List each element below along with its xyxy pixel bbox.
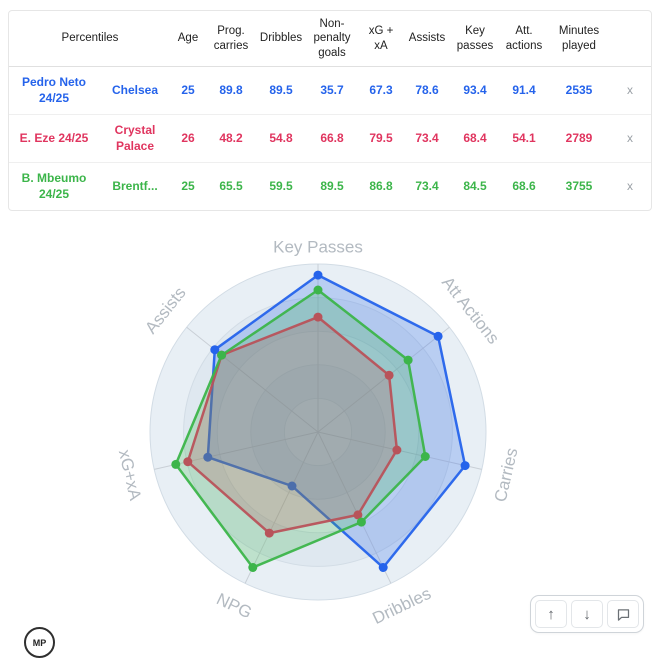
- player-comparison-table: Percentiles Age Prog. carries Dribbles N…: [8, 10, 652, 212]
- radar-series-b-mbeumo-24-25: [174, 288, 427, 569]
- radar-point-pedro-neto-24-25: [210, 345, 220, 355]
- radar-point-e-eze-24-25: [392, 445, 402, 455]
- stat-dribbles: 89.5: [269, 82, 293, 97]
- column-header-remove: [609, 33, 651, 45]
- stat-xg-xa: 86.8: [369, 178, 393, 193]
- radar-series-e-eze-24-25: [186, 315, 399, 535]
- radar-axis-label-key-passes: Key Passes: [273, 237, 363, 256]
- radar-axis-label-carries: Carries: [491, 446, 522, 504]
- radar-point-b-mbeumo-24-25: [356, 517, 366, 527]
- radar-spoke: [154, 431, 319, 470]
- arrow-down-icon: ↓: [583, 605, 591, 623]
- stat-prog-carries: 89.8: [219, 82, 243, 97]
- column-header-age: Age: [177, 32, 199, 45]
- radar-spoke: [317, 431, 392, 584]
- team-name[interactable]: Crystal Palace: [114, 123, 156, 153]
- radar-spoke: [317, 326, 450, 433]
- team-name[interactable]: Chelsea: [111, 82, 159, 97]
- site-logo: MP: [24, 627, 55, 658]
- radar-point-pedro-neto-24-25: [433, 331, 443, 341]
- stat-key-passes: 93.4: [463, 82, 487, 97]
- radar-axis-label-xg-xa: xG+xA: [115, 448, 145, 503]
- column-header-assists: Assists: [408, 32, 446, 45]
- radar-point-b-mbeumo-24-25: [217, 350, 227, 360]
- table-header-row: Percentiles Age Prog. carries Dribbles N…: [9, 11, 651, 68]
- radar-point-b-mbeumo-24-25: [420, 452, 430, 461]
- scroll-toolbar: ↑ ↓: [530, 595, 644, 633]
- stat-xg-xa: 67.3: [369, 82, 393, 97]
- stat-dribbles: 59.5: [269, 178, 293, 193]
- stat-prog-carries: 48.2: [219, 130, 243, 145]
- radar-point-b-mbeumo-24-25: [248, 563, 258, 572]
- radar-spoke: [186, 326, 319, 433]
- column-header-dribbles: Dribbles: [259, 32, 303, 45]
- stat-att-actions: 54.1: [512, 130, 536, 145]
- stat-key-passes: 68.4: [463, 130, 487, 145]
- radar-point-e-eze-24-25: [264, 528, 274, 538]
- site-logo-text: MP: [32, 637, 47, 648]
- table-row-e-eze: E. Eze 24/25 Crystal Palace 26 48.2 54.8…: [9, 115, 651, 164]
- stat-non-penalty-goals: 89.5: [320, 178, 344, 193]
- remove-player-button[interactable]: x: [627, 130, 633, 145]
- stat-assists: 73.4: [415, 130, 439, 145]
- radar-point-pedro-neto-24-25: [203, 452, 213, 462]
- stat-minutes-played: 3755: [565, 178, 593, 193]
- radar-point-pedro-neto-24-25: [460, 461, 470, 471]
- stat-minutes-played: 2535: [565, 82, 593, 97]
- stat-minutes-played: 2789: [565, 130, 593, 145]
- radar-point-e-eze-24-25: [353, 510, 363, 520]
- scroll-down-button[interactable]: ↓: [571, 600, 603, 628]
- stat-key-passes: 84.5: [463, 178, 487, 193]
- stat-non-penalty-goals: 35.7: [320, 82, 344, 97]
- remove-player-button[interactable]: x: [627, 82, 633, 97]
- radar-point-pedro-neto-24-25: [378, 563, 388, 572]
- comment-icon: [617, 608, 629, 621]
- radar-point-e-eze-24-25: [384, 370, 394, 380]
- stat-age: 25: [181, 178, 195, 193]
- column-header-key-passes: Key passes: [456, 25, 494, 52]
- stat-age: 26: [181, 130, 195, 145]
- comment-button[interactable]: [607, 600, 639, 628]
- remove-player-button[interactable]: x: [627, 178, 633, 193]
- column-header-non-penalty-goals: Non-penalty goals: [313, 18, 351, 59]
- column-header-minutes-played: Minutes played: [558, 25, 600, 52]
- radar-axis-label-assists: Assists: [141, 283, 189, 337]
- scroll-up-button[interactable]: ↑: [535, 600, 567, 628]
- stat-xg-xa: 79.5: [369, 130, 393, 145]
- radar-point-b-mbeumo-24-25: [403, 355, 413, 365]
- column-header-percentiles: Percentiles: [61, 32, 119, 45]
- stat-assists: 78.6: [415, 82, 439, 97]
- stat-att-actions: 68.6: [512, 178, 536, 193]
- stat-assists: 73.4: [415, 178, 439, 193]
- radar-axis-label-npg: NPG: [214, 589, 255, 622]
- table-row-b-mbeumo: B. Mbeumo 24/25 Brentf... 25 65.5 59.5 8…: [9, 163, 651, 210]
- radar-point-e-eze-24-25: [183, 457, 193, 467]
- column-header-prog-carries: Prog. carries: [213, 25, 249, 52]
- column-header-xg-xa: xG + xA: [368, 25, 394, 52]
- radar-spoke: [244, 431, 319, 584]
- column-header-att-actions: Att. actions: [505, 25, 543, 52]
- player-name[interactable]: B. Mbeumo 24/25: [21, 171, 87, 201]
- player-name[interactable]: E. Eze 24/25: [19, 130, 89, 145]
- arrow-up-icon: ↑: [547, 605, 555, 623]
- stat-age: 25: [181, 82, 195, 97]
- stat-prog-carries: 65.5: [219, 178, 243, 193]
- player-name[interactable]: Pedro Neto 24/25: [21, 75, 86, 105]
- radar-point-b-mbeumo-24-25: [313, 285, 323, 295]
- radar-point-b-mbeumo-24-25: [171, 459, 181, 469]
- table-row-pedro-neto: Pedro Neto 24/25 Chelsea 25 89.8 89.5 35…: [9, 67, 651, 116]
- stat-att-actions: 91.4: [512, 82, 536, 97]
- radar-series-pedro-neto-24-25: [206, 273, 467, 569]
- radar-axis-label-dribbles: Dribbles: [370, 584, 434, 628]
- radar-point-pedro-neto-24-25: [287, 481, 297, 491]
- team-name[interactable]: Brentf...: [112, 178, 158, 193]
- stat-dribbles: 54.8: [269, 130, 293, 145]
- stat-non-penalty-goals: 66.8: [320, 130, 344, 145]
- radar-point-pedro-neto-24-25: [313, 270, 323, 280]
- radar-point-e-eze-24-25: [313, 312, 323, 322]
